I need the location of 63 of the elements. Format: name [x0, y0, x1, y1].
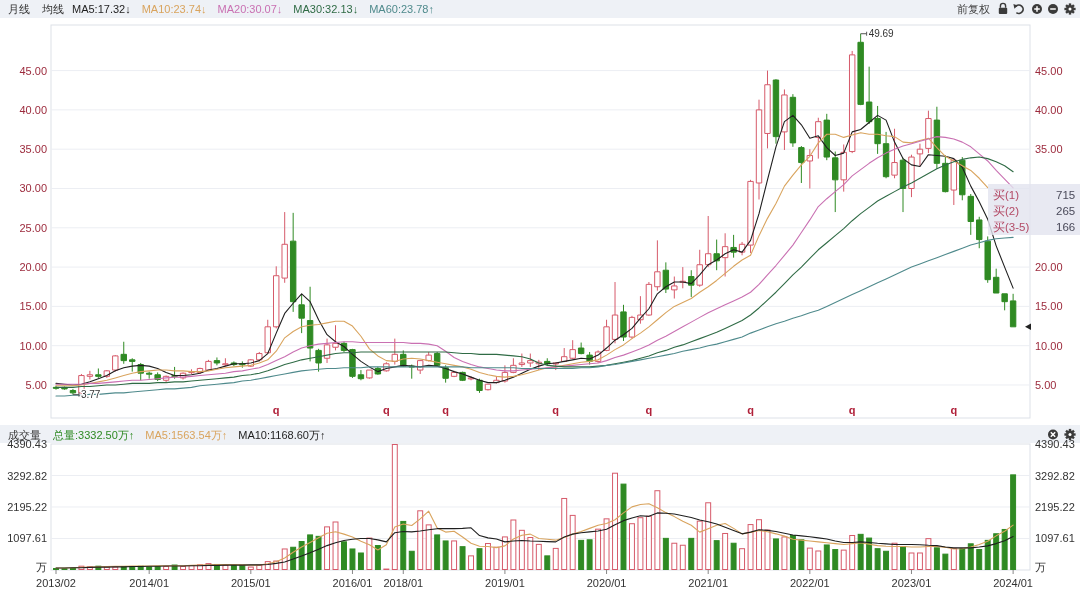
text: MA5:1563.54万↑: [145, 428, 228, 441]
y-tick-label: 万: [36, 561, 47, 573]
text: MA10:1168.60万↑: [238, 428, 326, 441]
x-tick-label: 2018/01: [383, 577, 424, 589]
annotation: q: [552, 404, 560, 416]
text: MA60:23.78↑: [369, 3, 434, 15]
y2-tick-label: 40.00: [1035, 103, 1063, 116]
text: 总量:3332.50万↑: [52, 428, 135, 441]
text: 166: [1056, 221, 1076, 233]
y-tick-label: 30.00: [19, 182, 47, 195]
text: 265: [1056, 205, 1076, 217]
text: MA10:23.74↓: [141, 3, 207, 15]
y2-tick-label: 20.00: [1035, 261, 1063, 274]
annotation: 买(1): [993, 189, 1020, 201]
chart-title: 成交量: [8, 428, 41, 441]
y2-tick-label: 1097.61: [1035, 532, 1075, 545]
annotation: 49.69: [868, 28, 895, 40]
y2-tick-label: 4390.43: [1035, 438, 1075, 450]
y2-tick-label: 5.00: [1035, 378, 1057, 391]
y-tick-label: 20.00: [19, 261, 47, 274]
x-tick-label: 2015/01: [230, 577, 271, 589]
y-tick-label: 5.00: [25, 378, 47, 391]
annotation: q: [442, 404, 449, 416]
x-tick-label: 2019/01: [485, 577, 525, 589]
chart-title: 月线: [8, 3, 30, 15]
annotation: q: [382, 404, 390, 416]
y-tick-label: 40.00: [19, 103, 47, 116]
x-tick-label: 2014/01: [129, 577, 170, 589]
y2-tick-label: 10.00: [1035, 339, 1063, 352]
y2-tick-label: 万: [1035, 561, 1046, 573]
legend-title: 均线: [41, 3, 64, 15]
y-tick-label: 35.00: [19, 143, 47, 156]
x-tick-label: 2022/01: [789, 577, 830, 589]
y-tick-label: 15.00: [19, 300, 47, 313]
y2-tick-label: 35.00: [1035, 143, 1063, 156]
x-tick-label: 2020/01: [586, 577, 627, 589]
annotation: q: [848, 404, 856, 416]
text: 715: [1056, 189, 1076, 201]
text: MA30:32.13↓: [293, 3, 359, 15]
x-tick-label: 2016/01: [332, 577, 373, 589]
text: 前复权: [957, 3, 990, 15]
y-tick-label: 1097.61: [7, 532, 47, 545]
y-tick-label: 3292.82: [7, 469, 47, 482]
annotation: 买(3-5): [993, 221, 1030, 233]
y-tick-label: 2195.22: [7, 501, 47, 513]
text: MA5:17.32↓: [72, 3, 131, 15]
y-tick-label: 45.00: [19, 64, 47, 77]
x-tick-label: 2023/01: [891, 577, 932, 589]
x-tick-label: 2013/02: [36, 577, 76, 589]
x-tick-label: 2024/01: [993, 577, 1033, 589]
annotation: q: [272, 404, 280, 416]
annotation: q: [747, 404, 754, 416]
annotation: 买(2): [993, 205, 1020, 217]
y-tick-label: 25.00: [19, 221, 47, 234]
annotation: q: [950, 404, 958, 416]
y2-tick-label: 2195.22: [1035, 501, 1075, 513]
y2-tick-label: 15.00: [1035, 300, 1063, 313]
y-tick-label: 10.00: [19, 339, 47, 352]
x-tick-label: 2021/01: [688, 577, 729, 589]
y2-tick-label: 45.00: [1035, 64, 1063, 77]
text: MA20:30.07↓: [217, 3, 283, 15]
annotation: q: [645, 404, 653, 416]
y2-tick-label: 3292.82: [1035, 469, 1075, 482]
